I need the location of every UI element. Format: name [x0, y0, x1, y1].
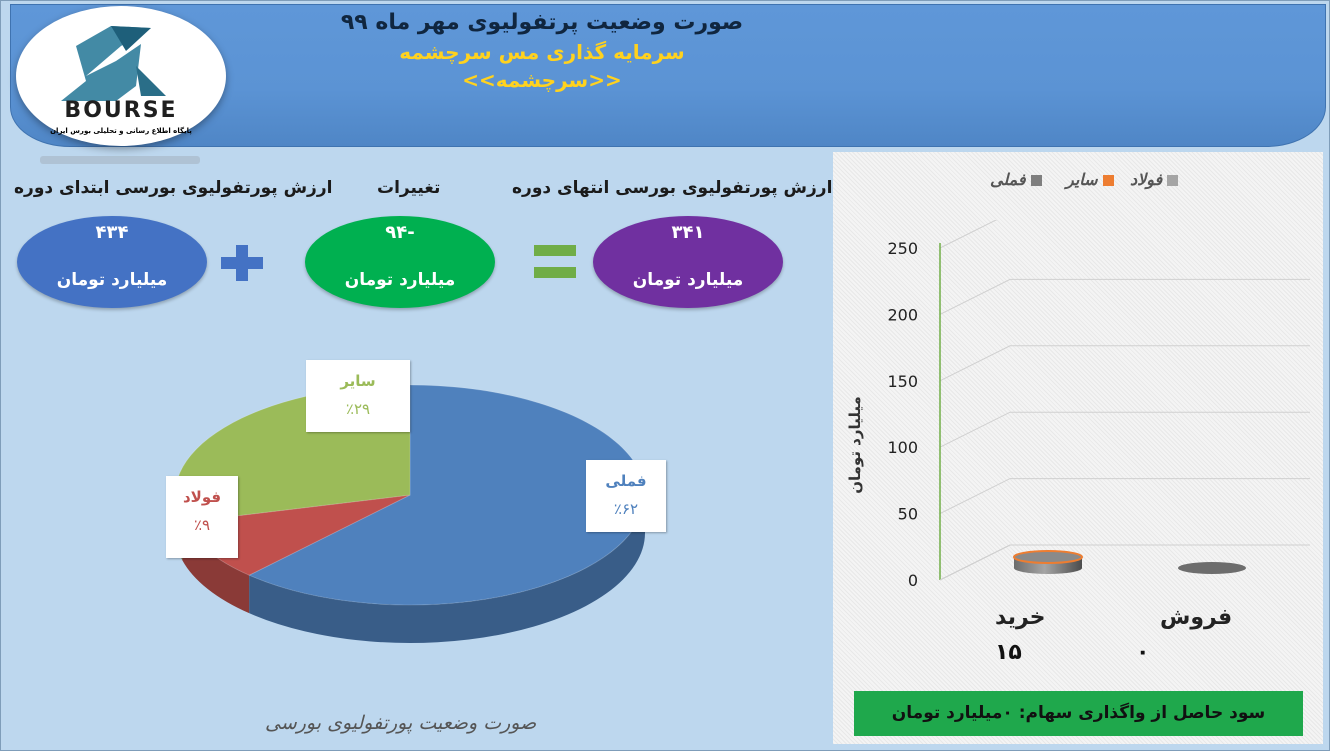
change-oval: -۹۴ میلیارد تومان — [305, 216, 495, 308]
gridline-150 — [939, 345, 1310, 382]
pie-slice-0 — [247, 384, 646, 606]
y-tick-50: 50 — [898, 505, 918, 524]
change-value: -۹۴ — [385, 222, 415, 243]
legend-item-2: فملی — [990, 170, 1042, 189]
change-label: تغییرات — [377, 178, 441, 198]
legend-label-2: فملی — [990, 170, 1026, 189]
legend-swatch-1 — [1102, 175, 1114, 186]
gridline-50 — [939, 478, 1310, 515]
start-value-oval: ۴۳۴ میلیارد تومان — [17, 216, 207, 308]
y-tick-100: 100 — [887, 438, 918, 457]
y-tick-150: 150 — [887, 372, 918, 391]
pie-label-name-0: فملی — [605, 472, 647, 490]
legend-label-1: سایر — [1066, 170, 1098, 189]
symbol-label: <<سرچشمه>> — [462, 68, 622, 92]
category-value-0: ۱۵ — [995, 640, 1022, 665]
legend-item-1: سایر — [1066, 170, 1114, 189]
trade-chart-panel — [833, 152, 1323, 744]
bourse-logo-icon: BOURSE پایگاه اطلاع رسانی و تحلیلی بورس … — [50, 26, 192, 135]
pie-label-name-1: فولاد — [182, 488, 222, 506]
gridline-100 — [939, 411, 1310, 448]
category-label-1: فروش — [1160, 605, 1233, 630]
logo-tagline: پایگاه اطلاع رسانی و تحلیلی بورس ایران — [50, 126, 192, 135]
pie-side-0 — [249, 495, 645, 643]
y-tick-0: 0 — [908, 571, 918, 590]
header-titles: صورت وضعیت پرتفولیوی مهر ماه ۹۹ سرمایه گ… — [242, 8, 842, 94]
trade-bar-chart: 0 50 100 150 200 250 — [887, 220, 1310, 590]
gridline-200 — [939, 278, 1310, 315]
header-banner — [10, 4, 1326, 147]
pie-label-2: سایر ٪۲۹ — [306, 360, 410, 432]
pie-label-value-2: ٪۲۹ — [345, 400, 371, 418]
change-unit: میلیارد تومان — [344, 270, 456, 290]
end-value: ۳۴۱ — [671, 222, 705, 243]
category-value-1: ۰ — [1136, 640, 1150, 665]
bar-top-0 — [1013, 550, 1083, 565]
logo-brand: BOURSE — [64, 98, 177, 123]
legend-swatch-2 — [1030, 175, 1042, 186]
pie-label-1: فولاد ٪۹ — [166, 476, 238, 558]
y-axis-title: میلیارد تومان — [838, 370, 878, 520]
start-value: ۴۳۴ — [95, 222, 129, 243]
profit-note: سود حاصل از واگذاری سهام: ۰میلیارد تومان — [854, 691, 1303, 736]
start-value-unit: میلیارد تومان — [56, 270, 168, 290]
bourse-logo: BOURSE پایگاه اطلاع رسانی و تحلیلی بورس … — [16, 6, 226, 146]
floor-line — [939, 544, 1310, 581]
y-tick-250: 250 — [887, 239, 918, 258]
pie-label-0: فملی ٪۶۲ — [586, 460, 666, 532]
legend-swatch-0 — [1167, 175, 1179, 186]
category-label-0: خرید — [995, 605, 1046, 630]
equals-icon — [534, 245, 576, 283]
plus-icon — [221, 245, 263, 285]
footer-caption: صورت وضعیت پورتفولیوی بورسی — [265, 712, 537, 734]
logo-reflection — [40, 156, 200, 164]
page-title: صورت وضعیت پرتفولیوی مهر ماه ۹۹ — [340, 10, 744, 35]
bar-empty-1 — [1178, 562, 1246, 574]
pie-label-name-2: سایر — [340, 372, 376, 390]
end-value-oval: ۳۴۱ میلیارد تومان — [593, 216, 783, 308]
legend-label-0: فولاد — [1130, 170, 1163, 189]
gridline-250 — [939, 220, 998, 249]
pie-label-value-0: ٪۶۲ — [613, 500, 639, 518]
y-tick-200: 200 — [887, 305, 918, 324]
gridline-0 — [939, 544, 1310, 581]
y-axis-title-text: میلیارد تومان — [846, 396, 864, 494]
end-value-label: ارزش پورتفولیوی بورسی انتهای دوره — [512, 178, 833, 198]
page-subtitle: سرمایه گذاری مس سرچشمه — [399, 40, 685, 64]
legend-item-0: فولاد — [1130, 170, 1179, 189]
pie-label-value-1: ٪۹ — [193, 516, 211, 534]
start-value-label: ارزش پورتفولیوی بورسی ابتدای دوره — [14, 178, 333, 198]
end-value-unit: میلیارد تومان — [632, 270, 744, 290]
